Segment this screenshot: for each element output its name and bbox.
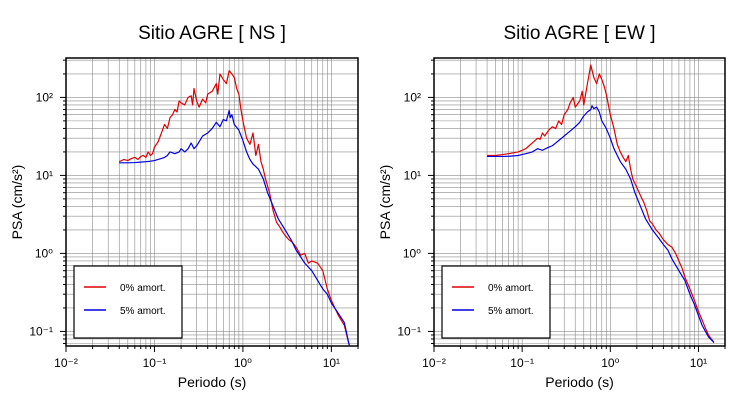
chart-panel-1: 10⁻² 10⁻¹ 10⁰ 10¹ 10⁻¹ 10⁰ 10¹ 10² Sitio AGRE [ … [9,23,359,390]
chart-title: Sitio AGRE [ NS ] [138,23,286,44]
legend: 0% amort. 5% amort. [441,265,551,339]
legend-label: 0% amort. [488,283,534,294]
x-tick-label: 10¹ [690,356,707,370]
y-tick-label: 10⁻¹ [397,324,421,338]
series-line-blue [487,105,715,343]
legend-label: 5% amort. [120,306,166,317]
series-line-blue [119,109,351,346]
y-tick-label: 10⁻¹ [29,324,53,338]
x-tick-label: 10¹ [323,356,340,370]
ticks [428,59,726,352]
legend-box [73,265,183,339]
series-group [487,64,715,343]
y-tick-label: 10² [36,90,53,104]
chart-title: Sitio AGRE [ EW ] [503,23,655,44]
legend-label: 0% amort. [120,283,166,294]
x-tick-label: 10⁰ [601,356,619,370]
legend-box [441,265,551,339]
chart-panel-2: 10⁻² 10⁻¹ 10⁰ 10¹ 10⁻¹ 10⁰ 10¹ 10² Sitio AGRE [ … [377,23,726,390]
series-line-red [487,64,715,343]
y-tick-label: 10⁰ [35,246,53,260]
y-axis-label: PSA (cm/s²) [9,165,25,240]
y-tick-label: 10² [404,90,421,104]
y-tick-label: 10⁰ [403,246,421,260]
legend: 0% amort. 5% amort. [73,265,183,339]
x-tick-label: 10⁻² [422,356,446,370]
legend-label: 5% amort. [488,306,534,317]
grid [65,58,359,346]
x-tick-label: 10⁻² [54,356,78,370]
series-group [118,70,351,346]
x-axis-label: Periodo (s) [178,374,246,390]
x-tick-label: 10⁻¹ [510,356,534,370]
x-tick-label: 10⁻¹ [143,356,167,370]
x-axis-label: Periodo (s) [545,374,613,390]
ticks [60,59,359,352]
plot-frame [65,57,359,347]
y-tick-label: 10¹ [404,168,421,182]
x-tick-label: 10⁰ [234,356,252,370]
plot-frame [433,57,726,347]
y-tick-label: 10¹ [36,168,53,182]
y-axis-label: PSA (cm/s²) [377,165,393,240]
